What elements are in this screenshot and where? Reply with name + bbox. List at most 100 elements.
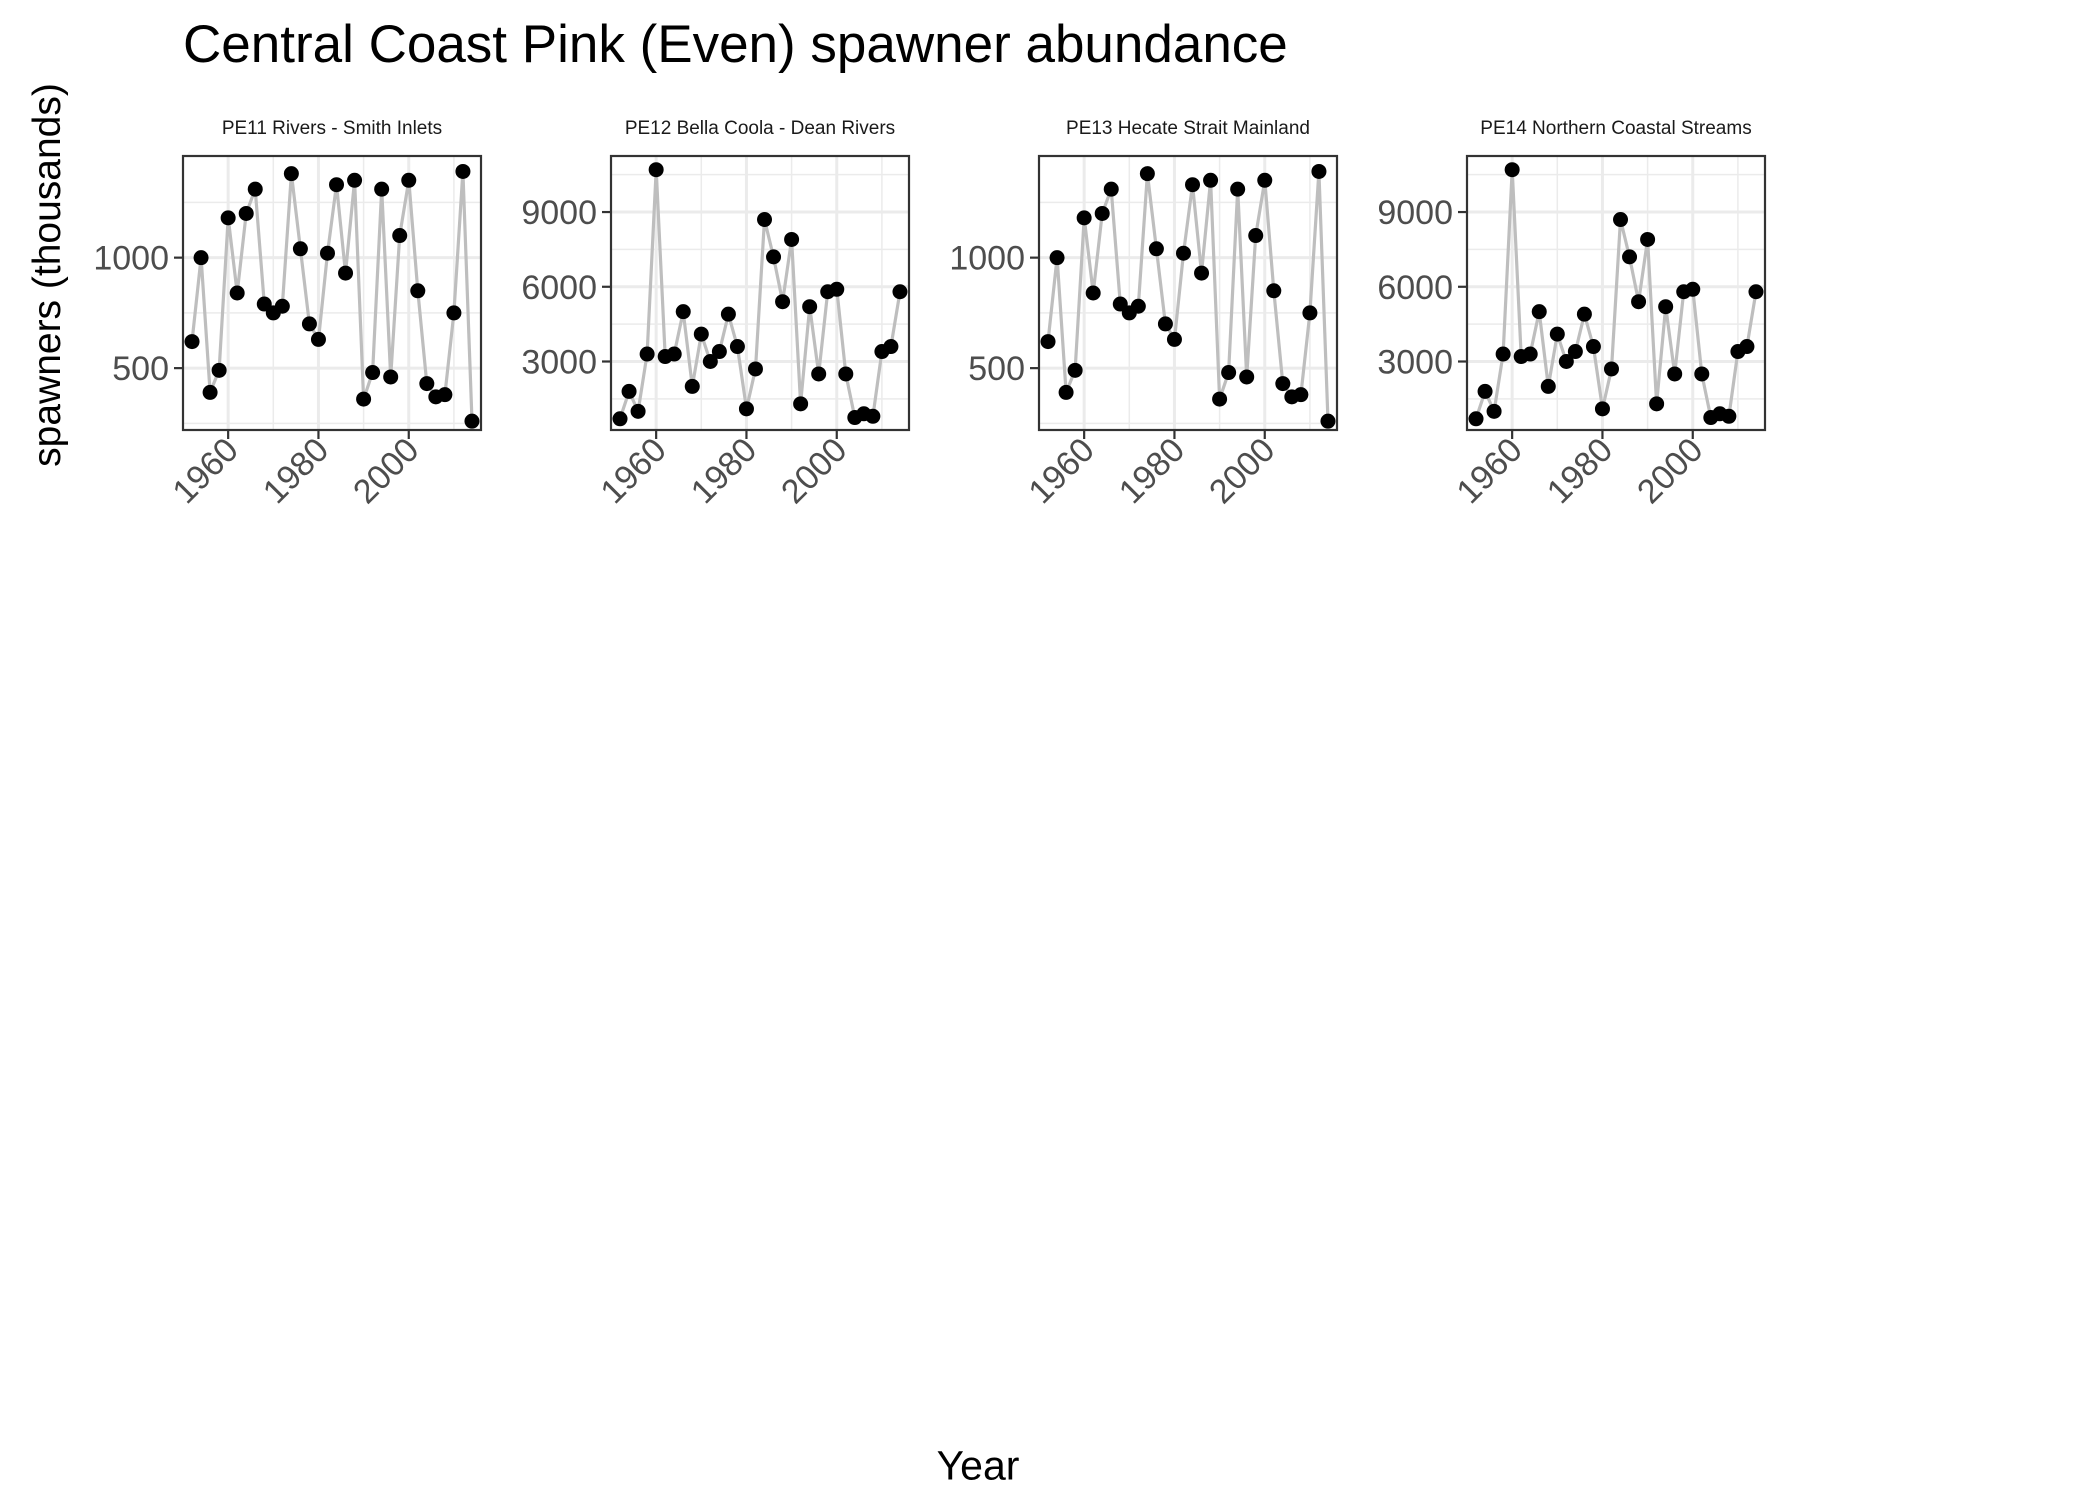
- data-point: [838, 366, 854, 382]
- data-point: [365, 365, 381, 381]
- data-point: [1477, 383, 1493, 399]
- data-point: [1320, 413, 1336, 429]
- data-point: [630, 403, 646, 419]
- data-point: [1622, 249, 1638, 265]
- data-point: [1212, 391, 1228, 407]
- data-point: [310, 331, 326, 347]
- data-point: [766, 249, 782, 265]
- series-line: [1046, 169, 1330, 422]
- x-axis-title: Year: [936, 1442, 1020, 1489]
- data-point: [1522, 346, 1538, 362]
- data-point: [666, 346, 682, 362]
- data-point: [711, 344, 727, 360]
- data-point: [202, 384, 218, 400]
- data-point: [1049, 250, 1065, 266]
- data-point: [392, 228, 408, 244]
- data-point: [1175, 245, 1191, 261]
- data-point: [1558, 354, 1574, 369]
- data-point: [1748, 284, 1764, 300]
- data-point: [437, 387, 453, 403]
- data-point: [1549, 326, 1565, 342]
- data-point: [1185, 177, 1201, 193]
- data-point: [702, 354, 718, 369]
- data-point: [793, 396, 809, 412]
- data-point: [1594, 401, 1610, 417]
- data-point: [1067, 362, 1083, 378]
- data-point: [738, 401, 754, 417]
- facet-strip-title: PE13 Hecate Strait Mainland: [1066, 118, 1310, 139]
- data-point: [1157, 316, 1173, 332]
- data-point: [1694, 366, 1710, 382]
- y-tick-label: 6000: [521, 269, 597, 307]
- data-point: [1311, 163, 1327, 179]
- x-tick-label: 1980: [1112, 431, 1192, 511]
- data-point: [1257, 172, 1273, 188]
- x-tick-label: 1960: [593, 431, 673, 511]
- x-tick-label: 2000: [346, 431, 426, 511]
- data-point: [1239, 369, 1255, 385]
- data-point: [1085, 285, 1101, 301]
- y-tick-label: 1000: [93, 240, 169, 278]
- x-tick-label: 1960: [165, 431, 245, 511]
- data-point: [693, 326, 709, 342]
- y-tick-label: 1000: [949, 240, 1025, 278]
- data-point: [301, 316, 317, 332]
- facet-strip-title: PE14 Northern Coastal Streams: [1480, 118, 1751, 139]
- data-point: [883, 339, 899, 355]
- y-tick-label: 3000: [1377, 344, 1453, 382]
- facet-panel: PE12 Bella Coola - Dean Rivers 3000 6000 90…: [521, 118, 911, 511]
- data-point: [356, 391, 372, 407]
- x-tick-label: 1960: [1449, 431, 1529, 511]
- data-point: [1103, 181, 1119, 197]
- data-point: [1721, 408, 1737, 424]
- data-point: [1585, 339, 1601, 355]
- facet-strip-title: PE11 Rivers - Smith Inlets: [222, 118, 442, 139]
- data-point: [1266, 283, 1282, 299]
- y-tick-label: 9000: [521, 194, 597, 232]
- data-point: [1603, 361, 1619, 377]
- y-tick-label: 500: [112, 350, 169, 388]
- data-point: [729, 339, 745, 355]
- panel-border: [181, 154, 483, 432]
- data-point: [220, 210, 236, 226]
- series-line: [190, 169, 474, 422]
- data-point: [247, 181, 263, 197]
- x-tick-label: 1980: [256, 431, 336, 511]
- facet-strip-title: PE12 Bella Coola - Dean Rivers: [625, 118, 895, 139]
- y-tick-label: 9000: [1377, 194, 1453, 232]
- data-point: [383, 369, 399, 385]
- panel-border: [1037, 154, 1339, 432]
- data-point: [292, 241, 308, 257]
- data-point: [1567, 344, 1583, 360]
- data-point: [1658, 299, 1674, 315]
- data-point: [1613, 212, 1629, 228]
- x-tick-label: 2000: [1630, 431, 1710, 511]
- data-point: [338, 265, 354, 281]
- data-point: [1540, 378, 1556, 394]
- data-point: [892, 284, 908, 300]
- facet-panel: PE13 Hecate Strait Mainland 500 1000 1960 19…: [949, 118, 1339, 511]
- data-point: [720, 306, 736, 322]
- x-tick-label: 2000: [1202, 431, 1282, 511]
- data-point: [401, 172, 417, 188]
- data-point: [193, 250, 209, 266]
- data-point: [229, 285, 245, 301]
- data-point: [1302, 305, 1318, 321]
- data-point: [1221, 365, 1237, 381]
- data-point: [1293, 387, 1309, 403]
- data-point: [1230, 181, 1246, 197]
- data-point: [1148, 241, 1164, 257]
- data-point: [319, 245, 335, 261]
- data-point: [464, 413, 480, 429]
- data-point: [274, 298, 290, 314]
- data-point: [757, 212, 773, 228]
- facet-panel: PE14 Northern Coastal Streams 3000 6000 900…: [1377, 118, 1767, 511]
- y-tick-label: 500: [968, 350, 1025, 388]
- data-point: [1203, 172, 1219, 188]
- data-point: [1139, 166, 1155, 182]
- data-point: [1495, 346, 1511, 362]
- x-tick-label: 1960: [1021, 431, 1101, 511]
- data-point: [1468, 411, 1484, 427]
- data-point: [1576, 306, 1592, 322]
